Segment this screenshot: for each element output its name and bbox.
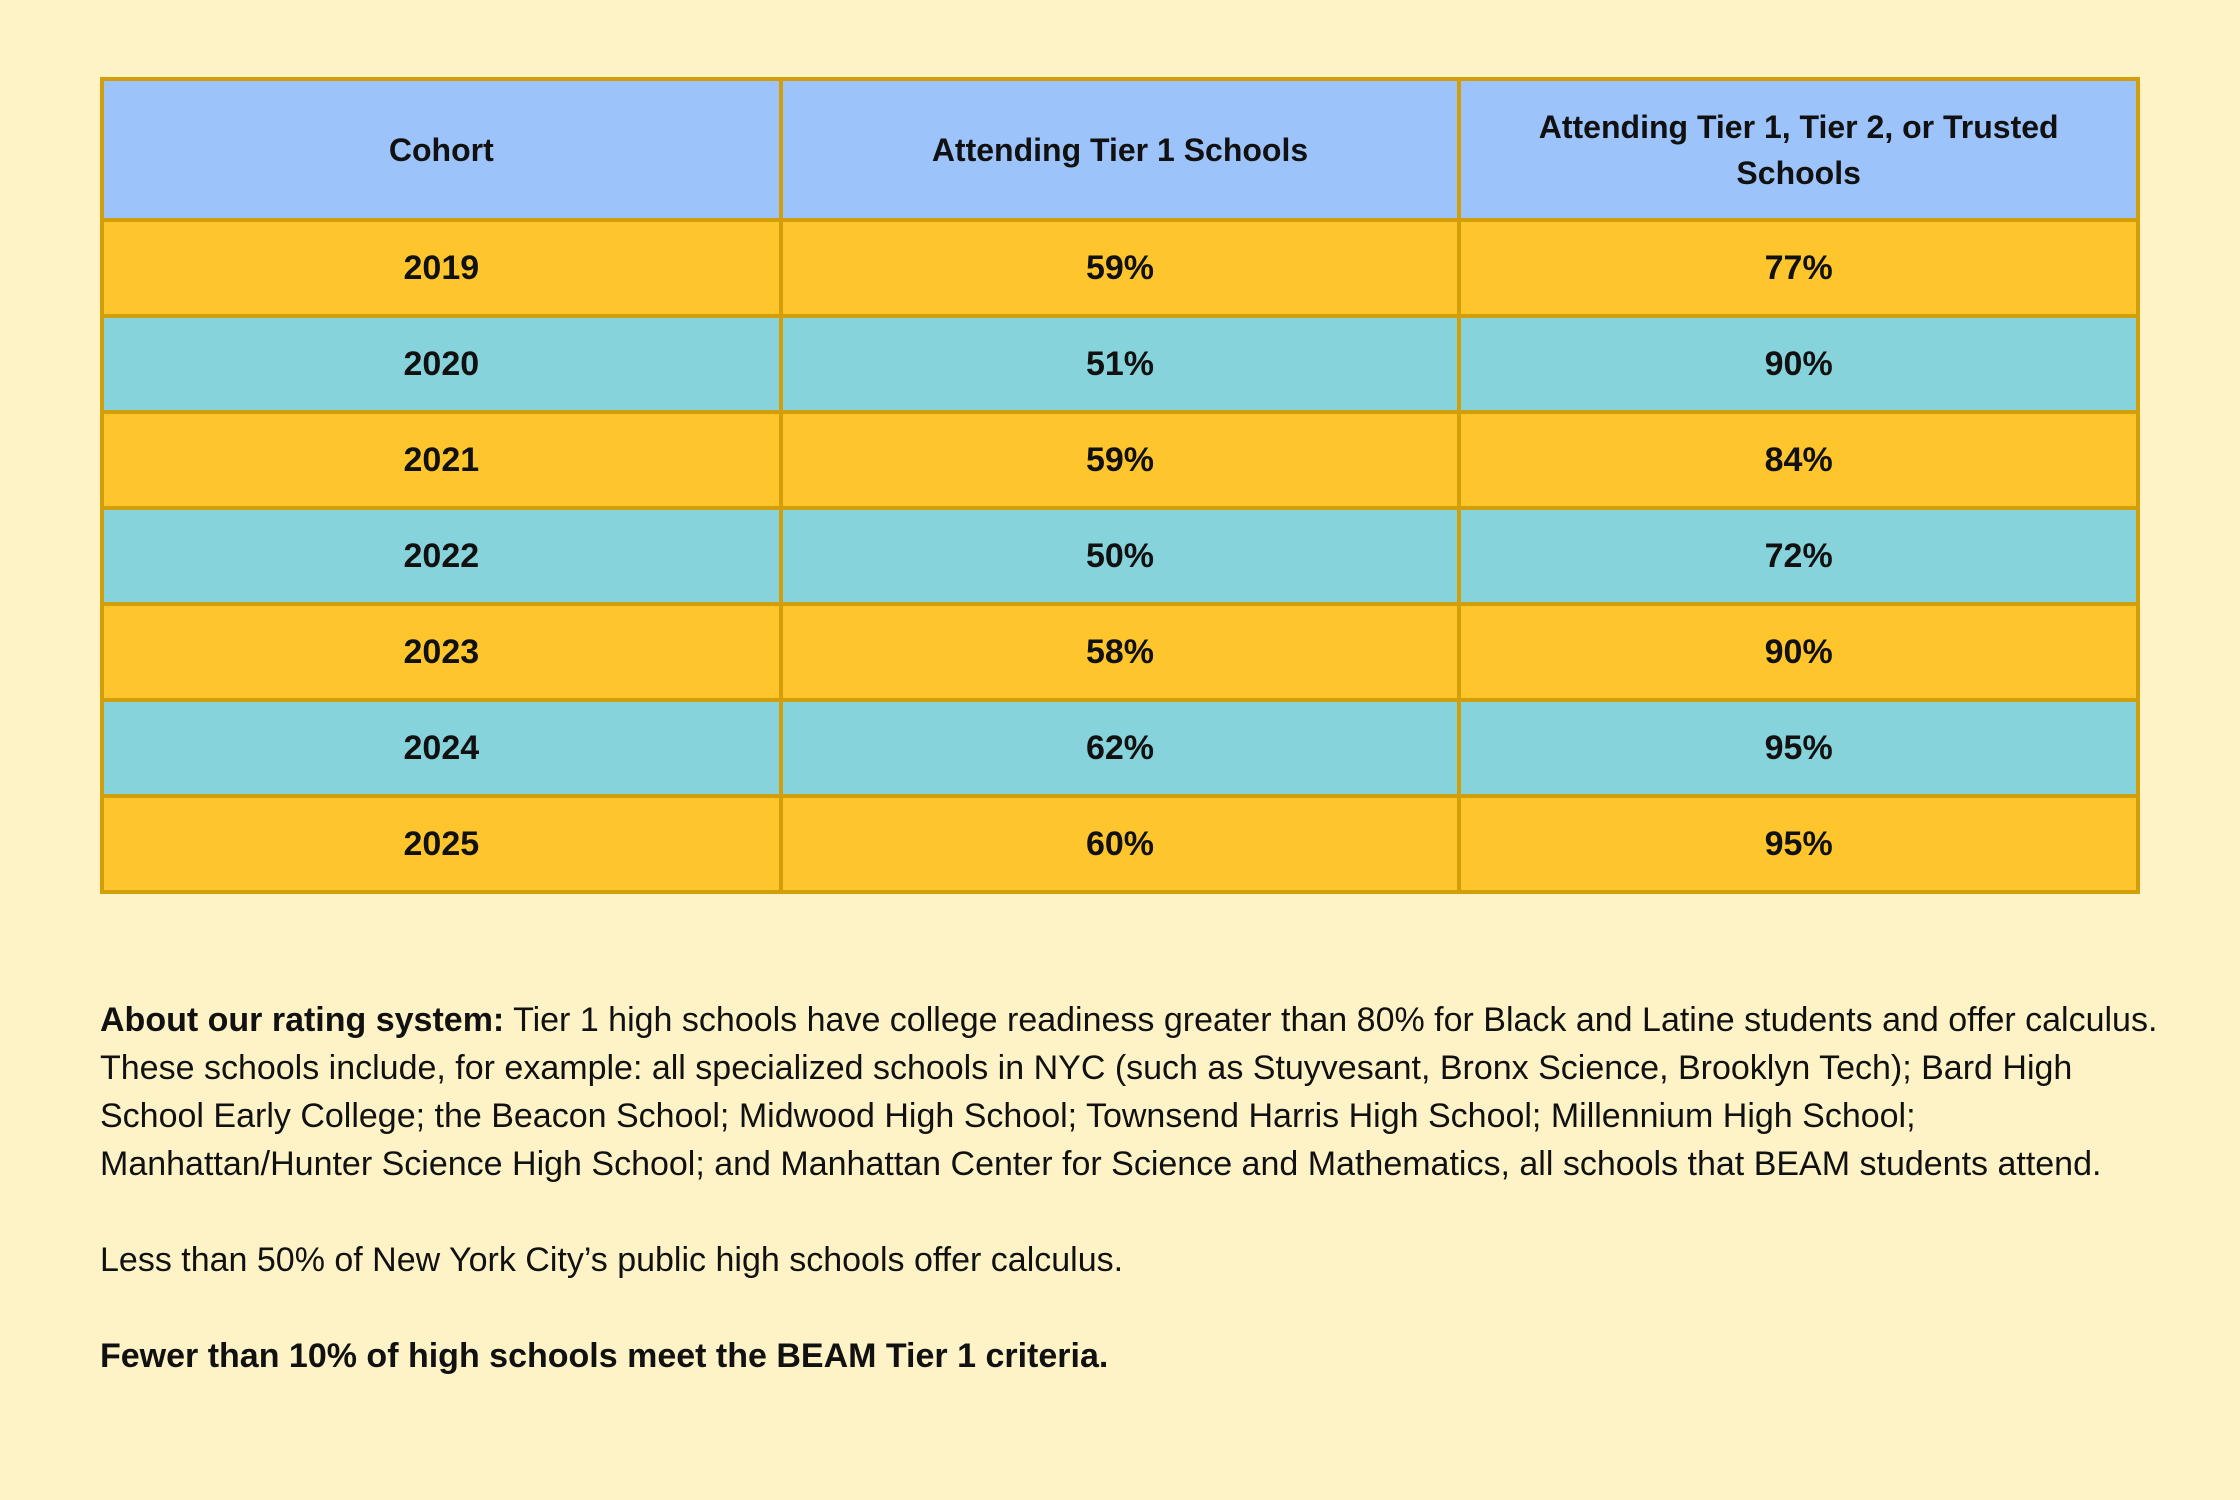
cohort-cell: 2022 (100, 506, 783, 606)
rating-system-paragraph: About our rating system: Tier 1 high sch… (100, 996, 2160, 1188)
calculus-note: Less than 50% of New York City’s public … (100, 1241, 1124, 1279)
rating-system-text: Tier 1 high schools have college readine… (100, 1001, 2158, 1183)
cohort-cell: 2025 (100, 794, 783, 894)
tier-combined-cell: 84% (1457, 410, 2140, 510)
tier-combined-cell: 72% (1457, 506, 2140, 606)
header-tier1: Attending Tier 1 Schools (778, 77, 1462, 222)
table-header-row: Cohort Attending Tier 1 Schools Attendin… (100, 77, 2140, 222)
tier1-cell: 62% (778, 698, 1462, 798)
header-cohort: Cohort (100, 77, 783, 222)
rating-system-label: About our rating system: (100, 1001, 505, 1039)
cohort-cell: 2019 (100, 218, 783, 318)
tier1-cell: 51% (778, 314, 1462, 414)
notes-section: About our rating system: Tier 1 high sch… (100, 996, 2160, 1380)
tier1-cell: 59% (778, 218, 1462, 318)
table-row: 2021 59% 84% (100, 410, 2140, 510)
table-row: 2022 50% 72% (100, 506, 2140, 606)
table-row: 2020 51% 90% (100, 314, 2140, 414)
header-tier1-tier2-trusted: Attending Tier 1, Tier 2, or Trusted Sch… (1457, 77, 2140, 222)
tier-combined-cell: 77% (1457, 218, 2140, 318)
tier1-cell: 60% (778, 794, 1462, 894)
tier-combined-cell: 95% (1457, 794, 2140, 894)
cohort-cell: 2021 (100, 410, 783, 510)
tier-combined-cell: 90% (1457, 602, 2140, 702)
cohort-cell: 2023 (100, 602, 783, 702)
tier1-cell: 50% (778, 506, 1462, 606)
tier-combined-cell: 90% (1457, 314, 2140, 414)
cohort-cell: 2024 (100, 698, 783, 798)
table-row: 2019 59% 77% (100, 218, 2140, 318)
cohort-table-container: Cohort Attending Tier 1 Schools Attendin… (100, 77, 2140, 894)
table-row: 2024 62% 95% (100, 698, 2140, 798)
tier1-cell: 58% (778, 602, 1462, 702)
table-row: 2025 60% 95% (100, 794, 2140, 894)
tier1-criteria-note: Fewer than 10% of high schools meet the … (100, 1337, 1109, 1375)
table-row: 2023 58% 90% (100, 602, 2140, 702)
tier-combined-cell: 95% (1457, 698, 2140, 798)
tier1-cell: 59% (778, 410, 1462, 510)
cohort-cell: 2020 (100, 314, 783, 414)
cohort-table: Cohort Attending Tier 1 Schools Attendin… (100, 77, 2140, 894)
